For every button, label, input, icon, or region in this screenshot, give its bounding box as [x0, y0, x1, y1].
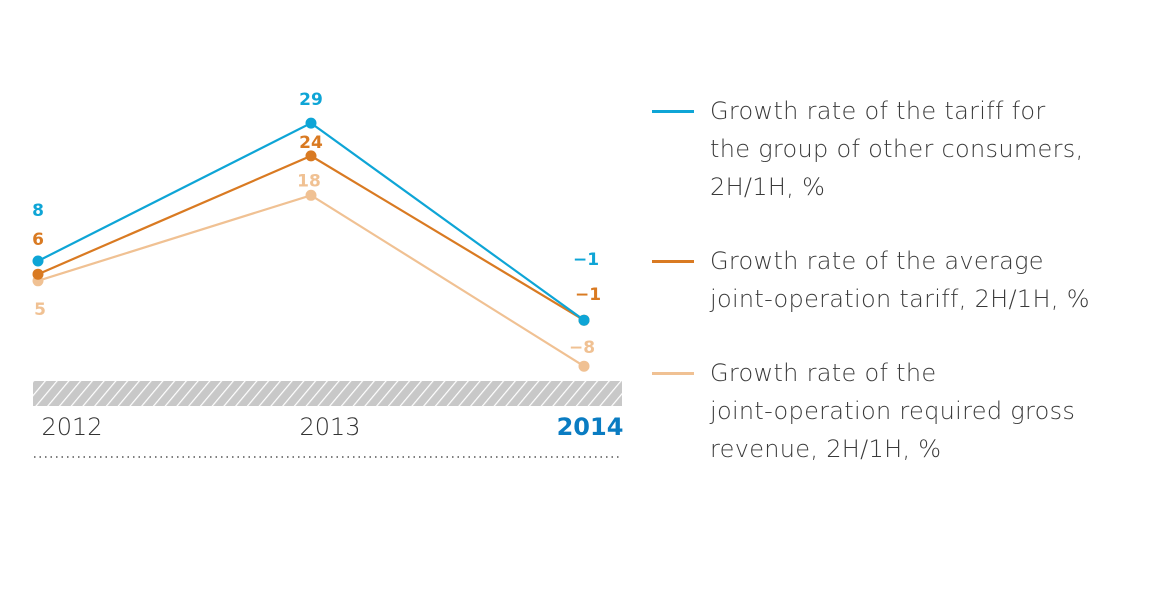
legend-swatch-light-orange	[652, 372, 694, 375]
x-tick-label-2013: 2013	[299, 413, 360, 441]
series-3	[32, 189, 590, 372]
data-label-1-2014: −1	[573, 250, 599, 270]
x-tick-label-2014: 2014	[557, 413, 624, 441]
data-point-2-2012	[32, 268, 44, 280]
data-label-3-2013: 18	[297, 171, 321, 191]
legend-swatch-orange	[652, 260, 694, 263]
data-label-3-2012: 5	[34, 300, 46, 320]
data-point-2-2013	[305, 150, 317, 162]
series-layer	[32, 117, 590, 372]
legend-item-average-joint-operation-tariff: Growth rate of the average joint-operati…	[652, 242, 1152, 318]
data-point-3-2014	[578, 360, 590, 372]
series-1	[32, 117, 590, 326]
data-label-2-2013: 24	[299, 133, 323, 153]
legend: Growth rate of the tariff for the group …	[652, 92, 1152, 468]
legend-label: Growth rate of the tariff for the group …	[710, 97, 1084, 201]
legend-label: Growth rate of the average joint-operati…	[710, 247, 1090, 313]
x-axis-labels: 2012 2013 2014	[41, 413, 623, 441]
x-axis-hatched-band	[33, 381, 622, 406]
data-label-3-2014: −8	[569, 338, 595, 358]
data-label-1-2012: 8	[32, 201, 44, 221]
data-point-1-2012	[32, 255, 44, 267]
series-line-3	[37, 194, 585, 368]
legend-label: Growth rate of the joint-operation requi…	[710, 359, 1076, 463]
data-label-2-2012: 6	[32, 230, 44, 250]
data-labels-layer: 8 29 −1 6 24 −1 5 18 −8	[32, 90, 601, 358]
data-point-1-2014	[578, 314, 590, 326]
legend-item-tariff-other-consumers: Growth rate of the tariff for the group …	[652, 92, 1152, 206]
legend-swatch-blue	[652, 110, 694, 113]
data-label-1-2013: 29	[299, 90, 323, 110]
legend-item-required-gross-revenue: Growth rate of the joint-operation requi…	[652, 354, 1152, 468]
data-point-3-2013	[305, 189, 317, 201]
x-tick-label-2012: 2012	[41, 413, 102, 441]
data-label-2-2014: −1	[575, 285, 601, 305]
data-point-1-2013	[305, 117, 317, 129]
